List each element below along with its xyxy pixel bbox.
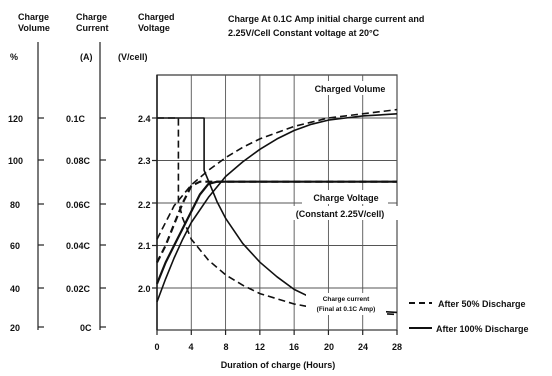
x-tick-label: 24 — [358, 342, 368, 352]
volume-axis-ticks — [38, 117, 44, 328]
series-line-charge-voltageafter-50 — [156, 180, 397, 263]
x-tick-label: 16 — [289, 342, 299, 352]
voltage-tick-label: 2.1 — [138, 241, 151, 251]
current-tick-label: 0.08C — [66, 156, 91, 166]
current-axis-header-line-2: Current — [76, 23, 109, 33]
x-tick-label: 20 — [324, 342, 334, 352]
series-line-charged-volumeafter-50 — [156, 108, 398, 240]
volume-axis-header-line-2: Volume — [18, 23, 50, 33]
series-line-charge-voltageafter-100 — [155, 180, 397, 285]
charge-current-label-bg — [306, 293, 386, 315]
volume-axis-header-line-1: Charge — [18, 12, 49, 22]
voltage-axis-unit: (V/cell) — [118, 52, 148, 62]
chart-title-line-2: 2.25V/Cell Constant voltage at 20°C — [228, 28, 380, 38]
constant-voltage-label: (Constant 2.25V/cell) — [296, 209, 385, 219]
current-axis-ticks — [100, 117, 106, 328]
constant-voltage-label-bg — [278, 206, 402, 220]
voltage-tick-label: 2.0 — [138, 284, 151, 294]
charge-current-final-label: (Final at 0.1C Amp) — [317, 306, 376, 313]
legend-label: After 50% Discharge — [438, 299, 526, 309]
voltage-axis-header-line-2: Voltage — [138, 23, 170, 33]
current-tick-label: 0C — [80, 323, 92, 333]
voltage-tick-label: 2.3 — [138, 156, 151, 166]
x-axis-label: Duration of charge (Hours) — [221, 360, 336, 370]
x-tick-label: 0 — [154, 342, 159, 352]
current-axis-header-line-1: Charge — [76, 12, 107, 22]
voltage-axis-header-line-1: Charged — [138, 12, 175, 22]
x-tick-label: 8 — [223, 342, 228, 352]
volume-tick-label: 80 — [10, 200, 20, 210]
volume-tick-label: 100 — [8, 156, 23, 166]
x-tick-label: 4 — [188, 342, 193, 352]
volume-axis-unit: % — [10, 52, 18, 62]
volume-tick-label: 20 — [10, 323, 20, 333]
charge-current-label: Charge current — [323, 296, 370, 303]
charged-volume-label: Charged Volume — [315, 84, 386, 94]
charge-voltage-label-bg — [302, 190, 388, 204]
charge-voltage-label: Charge Voltage — [313, 193, 378, 203]
voltage-tick-label: 2.4 — [138, 114, 151, 124]
series-line-charged-volumeafter-100 — [156, 113, 398, 303]
current-tick-label: 0.04C — [66, 241, 91, 251]
volume-tick-label: 120 — [8, 114, 23, 124]
x-tick-label: 12 — [255, 342, 265, 352]
current-tick-label: 0.06C — [66, 200, 91, 210]
legend-label: After 100% Discharge — [436, 324, 529, 334]
series-line-charge-currentafter-50 — [157, 117, 398, 316]
current-tick-label: 0.02C — [66, 284, 91, 294]
current-tick-label: 0.1C — [66, 114, 86, 124]
chart-title-line-1: Charge At 0.1C Amp initial charge curren… — [228, 14, 424, 24]
voltage-tick-label: 2.2 — [138, 200, 151, 210]
volume-tick-label: 40 — [10, 284, 20, 294]
charged-volume-label-bg — [306, 81, 394, 95]
current-axis-unit: (A) — [80, 52, 93, 62]
volume-tick-label: 60 — [10, 241, 20, 251]
x-tick-label: 28 — [392, 342, 402, 352]
